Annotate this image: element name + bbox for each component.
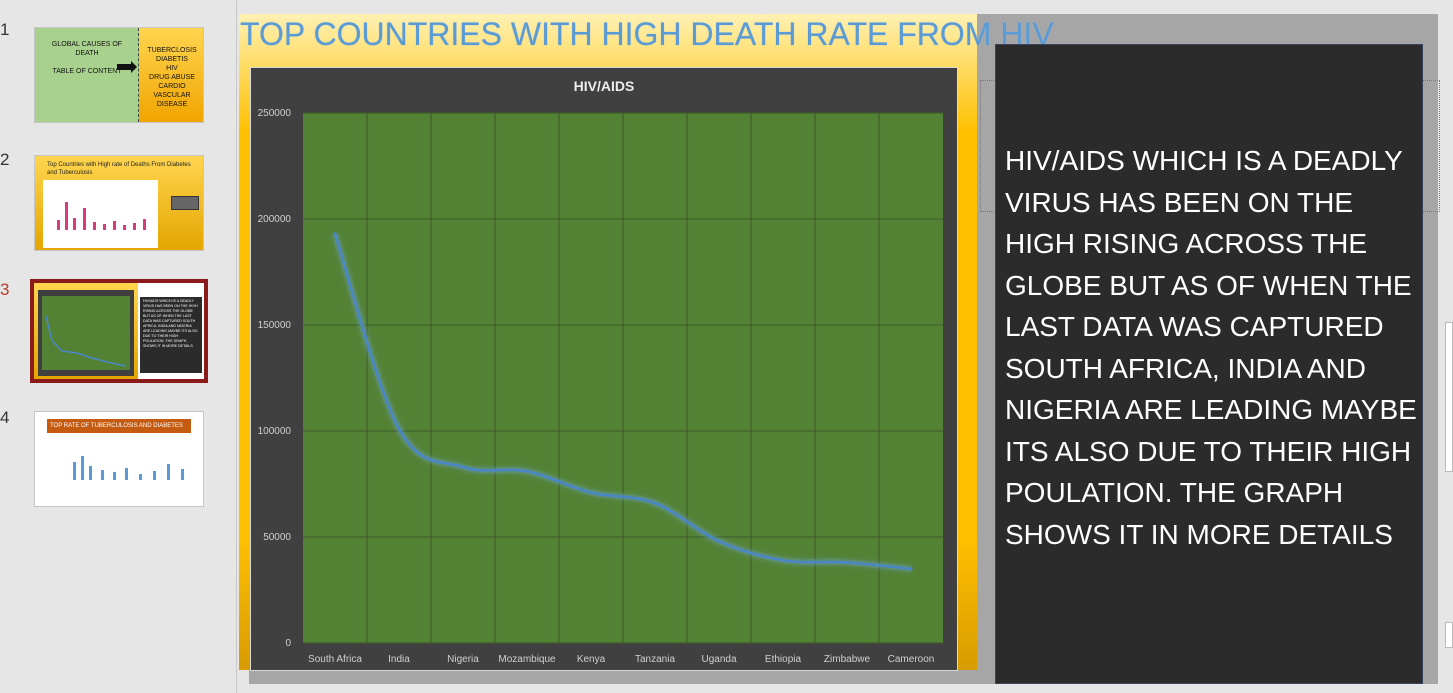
- data-point: [333, 232, 337, 236]
- thumb4-bar: [81, 456, 84, 480]
- data-point: [845, 560, 849, 564]
- x-tick-label: Kenya: [577, 654, 606, 665]
- y-tick-label: 150000: [258, 320, 292, 331]
- y-tick-label: 50000: [263, 532, 291, 543]
- thumb4-bar: [125, 468, 128, 480]
- thumb1-arrow-icon: [117, 61, 137, 73]
- thumb2-bar: [123, 225, 126, 230]
- data-point: [909, 567, 913, 571]
- thumb3-line: [45, 315, 127, 367]
- chart-svg: 0 50000 100000 150000 200000 250000 South Afri…: [258, 108, 943, 665]
- thumb1-right-text: TUBERCLOSIS DIABETIS HIV DRUG ABUSE CARD…: [147, 47, 197, 108]
- slide-thumbnail-1[interactable]: GLOBAL CAUSES OF DEATH TABLE OF CONTENT …: [34, 27, 204, 123]
- slide-thumbnail-3[interactable]: HIV/AIDS WHICH IS A DEADLY VIRUS HAS BEE…: [30, 279, 208, 383]
- thumb2-bar: [133, 223, 136, 230]
- thumb3-text: HIV/AIDS WHICH IS A DEADLY VIRUS HAS BEE…: [140, 297, 202, 373]
- slide-number-2: 2: [0, 150, 10, 169]
- thumb2-bar: [57, 220, 60, 230]
- thumb3-left-panel: [34, 283, 138, 379]
- thumb4-bar: [153, 471, 156, 480]
- slide-thumbnail-4[interactable]: TOP RATE OF TUBERCULOSIS AND DIABETES: [34, 411, 204, 507]
- thumb4-bar: [89, 466, 92, 480]
- data-point: [589, 490, 593, 494]
- x-tick-label: India: [388, 654, 410, 665]
- description-text: HIV/AIDS WHICH IS A DEADLY VIRUS HAS BEE…: [1005, 145, 1417, 550]
- slide-title[interactable]: TOP COUNTRIES WITH HIGH DEATH RATE FROM …: [240, 16, 1054, 52]
- thumb4-bar: [101, 470, 104, 480]
- data-point: [525, 469, 529, 473]
- thumb4-bar: [73, 462, 76, 480]
- slide-thumbnail-2[interactable]: Top Countries with High rate of Deaths F…: [34, 155, 204, 251]
- slide-number-1: 1: [0, 20, 10, 39]
- thumb1-left-text: GLOBAL CAUSES OF DEATH TABLE OF CONTENT: [51, 41, 123, 75]
- data-point: [397, 427, 401, 431]
- thumb3-chart: [38, 290, 134, 376]
- y-tick-label: 200000: [258, 214, 292, 225]
- x-tick-label: Tanzania: [635, 654, 675, 665]
- slide-number-3: 3: [0, 280, 10, 299]
- y-tick-label: 100000: [258, 426, 292, 437]
- thumb2-title: Top Countries with High rate of Deaths F…: [47, 162, 191, 176]
- x-tick-label: Mozambique: [498, 654, 556, 665]
- description-text-box[interactable]: HIV/AIDS WHICH IS A DEADLY VIRUS HAS BEE…: [995, 44, 1423, 684]
- thumb1-right-panel: TUBERCLOSIS DIABETIS HIV DRUG ABUSE CARD…: [139, 28, 203, 122]
- x-tick-label: South Africa: [308, 654, 362, 665]
- y-tick-label: 250000: [258, 108, 292, 119]
- thumb2-bar: [103, 224, 106, 230]
- thumb3-plot: [42, 296, 130, 370]
- thumb2-bar: [113, 221, 116, 230]
- x-tick-label: Cameroon: [888, 654, 935, 665]
- x-tick-label: Ethiopia: [765, 654, 802, 665]
- y-tick-label: 0: [285, 638, 291, 649]
- thumb4-bar: [139, 474, 142, 480]
- hiv-line-chart[interactable]: HIV/AIDS 0 50000 100000 150000 200000 250000 S…: [250, 67, 958, 671]
- thumb2-bar: [143, 219, 146, 230]
- thumb2-bar: [65, 202, 68, 230]
- x-tick-label: Uganda: [701, 654, 736, 665]
- thumb2-bar: [83, 208, 86, 230]
- thumb4-bar: [181, 469, 184, 480]
- scrollbar-button[interactable]: [1445, 622, 1453, 648]
- data-point: [781, 558, 785, 562]
- thumb4-bar: [167, 464, 170, 480]
- thumb2-bar: [73, 218, 76, 230]
- x-tick-label: Nigeria: [447, 654, 479, 665]
- chart-title: HIV/AIDS: [573, 78, 635, 94]
- thumb2-bar: [93, 222, 96, 230]
- slide-thumbnail-pane: 1 2 3 4 GLOBAL CAUSES OF DEATH TABLE OF …: [0, 0, 237, 693]
- thumb4-bar: [113, 472, 116, 480]
- vertical-scrollbar-thumb[interactable]: [1445, 322, 1453, 472]
- thumb4-title: TOP RATE OF TUBERCULOSIS AND DIABETES: [47, 419, 191, 433]
- x-tick-label: Zimbabwe: [824, 654, 871, 665]
- thumb1-left-panel: GLOBAL CAUSES OF DEATH TABLE OF CONTENT: [35, 28, 139, 122]
- slide-number-4: 4: [0, 408, 10, 427]
- thumb2-chart: [43, 180, 158, 248]
- data-point: [461, 465, 465, 469]
- data-point: [717, 539, 721, 543]
- thumb2-arrow-icon: [171, 196, 199, 210]
- data-point: [653, 501, 657, 505]
